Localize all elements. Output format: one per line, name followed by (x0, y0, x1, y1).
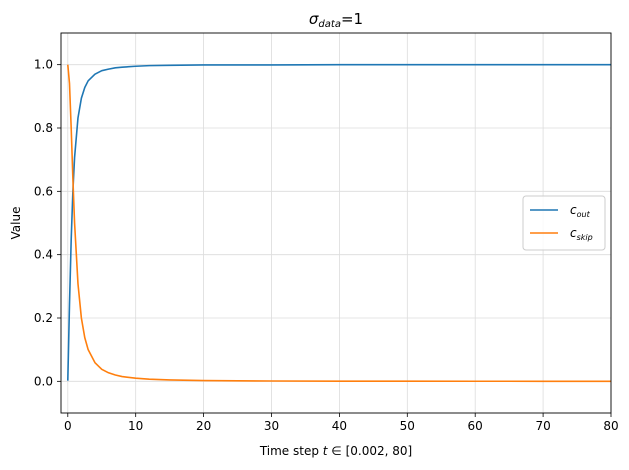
x-axis-label: Time step t ∈ [0.002, 80] (259, 444, 412, 458)
y-tick-label: 0.8 (34, 121, 53, 135)
chart-title-sub: data (318, 19, 341, 30)
series-group (67, 63, 611, 383)
x-tick-label: 20 (196, 419, 211, 433)
x-axis-label-variable: t (323, 444, 329, 458)
y-tick-label: 0.4 (34, 248, 53, 262)
x-tick-label: 50 (400, 419, 415, 433)
chart-title: σdata=1 (309, 10, 363, 30)
x-axis-label-range: ∈ [0.002, 80] (327, 444, 412, 458)
legend-label-cskip-sub: skip (577, 233, 593, 242)
legend-label-cskip: cskip (570, 226, 593, 242)
x-tick-label: 40 (332, 419, 347, 433)
legend-label-cout-main: c (570, 203, 577, 217)
chart-title-main: σ (309, 10, 319, 28)
x-tick-label: 60 (468, 419, 483, 433)
y-axis-label: Value (9, 207, 23, 240)
legend-label-cskip-main: c (570, 226, 577, 240)
x-tick-label: 30 (264, 419, 279, 433)
y-tick-label: 1.0 (34, 58, 53, 72)
x-tick-label: 0 (64, 419, 72, 433)
ticks: 0 10 20 30 40 50 60 70 80 0.0 0.2 0.4 0.6 0.8 1.0 (34, 58, 619, 433)
y-tick-label: 0.0 (34, 374, 53, 388)
y-tick-label: 0.6 (34, 184, 53, 198)
legend-label-cout: cout (570, 203, 591, 219)
x-tick-label: 80 (603, 419, 618, 433)
series-line-cskip (67, 64, 611, 383)
plot-frame (60, 32, 612, 414)
legend-label-cout-sub: out (577, 210, 591, 219)
x-axis-label-prefix: Time step (259, 444, 323, 458)
x-tick-label: 10 (128, 419, 143, 433)
chart-title-suffix: =1 (341, 10, 363, 28)
x-tick-label: 70 (535, 419, 550, 433)
series-line-cout (67, 63, 611, 381)
y-tick-label: 0.2 (34, 311, 53, 325)
legend: cout cskip (522, 195, 606, 251)
